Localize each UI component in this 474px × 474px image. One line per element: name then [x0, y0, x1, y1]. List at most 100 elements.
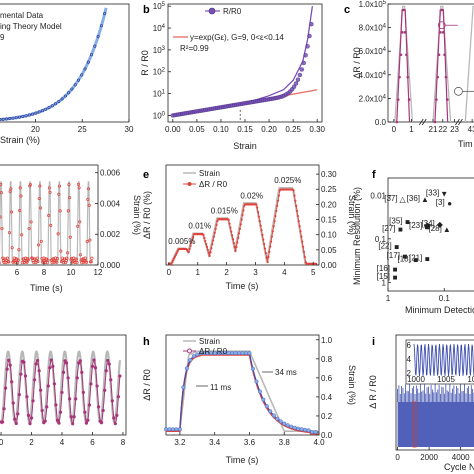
panel-e-step-label: 0.025%	[274, 176, 301, 185]
panel-d-response-point	[25, 260, 29, 264]
panel-d-response-point	[28, 182, 32, 187]
panel-g-response-point	[78, 359, 82, 363]
panel-c-xlabel: Tim	[458, 139, 473, 149]
panel-g-response-point	[109, 378, 113, 382]
panel-g-response-point	[57, 421, 61, 425]
panel-f-xtick-label: 0.1	[439, 294, 451, 303]
panel-h-response-point	[233, 351, 238, 356]
panel-f-point-label: [27]	[382, 224, 395, 233]
panel-h-response-point	[257, 389, 262, 394]
panel-b-label: b	[143, 4, 150, 16]
panel-g-response-point	[55, 418, 60, 422]
panel-g-response-point	[118, 374, 122, 378]
panel-c-response-point	[402, 8, 405, 12]
panel-d-response-point	[10, 246, 14, 250]
panel-e-response-point	[295, 209, 299, 213]
panel-c-ytick-label: 8.0x104	[359, 24, 387, 33]
panel-d-response-point	[28, 184, 32, 188]
panel-d: 6 8 10 12 0.000 0.002 0.004 0.006 Time (s) Str…	[0, 164, 142, 293]
panel-f-point-marker: ▼	[440, 189, 448, 198]
panel-h-ytick-label: 0.8	[321, 355, 333, 364]
panel-g-response-point	[115, 413, 119, 417]
panel-e-response-point	[187, 250, 190, 253]
panel-d-response-point	[74, 257, 78, 261]
panel-h-response-point	[243, 351, 248, 356]
panel-e-xtick-label: 4	[282, 268, 287, 277]
panel-d-ylabel: Strain (%)	[132, 195, 142, 235]
panel-e-ytick-label: 0.20	[321, 200, 337, 209]
panel-h-response-point	[226, 351, 231, 356]
panel-a-data-point	[57, 99, 61, 104]
panel-e-response-point	[301, 240, 304, 243]
panel-g-response-point	[93, 366, 98, 370]
panel-h-response-point	[170, 427, 175, 432]
panel-h-response-point	[184, 366, 189, 371]
panel-e-response-point	[170, 262, 173, 265]
panel-g-response-point	[84, 421, 88, 425]
panel-e-response-point	[274, 214, 277, 218]
panel-g-response-point	[101, 408, 105, 413]
panel-a-data-point	[21, 114, 25, 119]
panel-e-response-point	[173, 255, 177, 258]
panel-d-response-point	[7, 260, 11, 264]
panel-h-fit-line	[166, 354, 319, 435]
panel-a-data-point	[1, 117, 5, 121]
panel-d-response-point	[51, 257, 55, 261]
panel-e-response-point	[211, 243, 214, 246]
panel-a-data-point	[80, 73, 84, 77]
panel-f-point-label: [18]	[397, 255, 410, 264]
panel-d-response-point	[73, 260, 77, 265]
panel-d-response-point	[87, 203, 91, 207]
panel-d-response-point	[46, 258, 50, 262]
panel-e-response-point	[266, 260, 269, 264]
panel-e-response-point	[263, 247, 267, 250]
panel-d-response-point	[88, 238, 92, 242]
panel-e-response-point	[212, 235, 216, 238]
panel-e-response-point	[277, 194, 280, 197]
panel-g-response-point	[90, 364, 95, 368]
panel-e-response-point	[215, 223, 218, 227]
panel-d-response-point	[59, 249, 63, 253]
panel-d-xtick-label: 12	[94, 268, 103, 277]
panel-h-response-point	[264, 404, 269, 409]
panel-d-ytick-label: 0.002	[100, 230, 121, 239]
panel-d-response-point	[32, 260, 36, 265]
panel-g-response-point	[7, 358, 11, 362]
panel-d-response-point	[67, 183, 71, 187]
panel-b-xtick-label: 0.10	[213, 125, 229, 134]
panel-g-response-point	[5, 367, 9, 371]
panel-e-xticks: 0 1 2 3 4 5	[167, 262, 316, 277]
panel-h-ann-34ms: 34 ms	[275, 368, 297, 377]
panel-e-response-point	[265, 256, 268, 259]
panel-h-ytick-label: 0.4	[321, 393, 333, 402]
panel-g-response-point	[110, 399, 114, 403]
panel-f-point-marker: ■	[405, 218, 410, 227]
panel-g-xtick-label: 4	[60, 438, 65, 447]
panel-a-xtick-label: 30	[125, 125, 134, 134]
panel-h-label: h	[143, 336, 150, 348]
panel-f-point-label: [35]	[389, 217, 402, 226]
panel-a-data-point	[73, 83, 77, 87]
panel-g-plot	[0, 350, 122, 426]
panel-c-response-point	[440, 8, 444, 12]
panel-a-data-point	[14, 116, 18, 120]
panel-c-xtick-label: 23	[450, 125, 459, 134]
panel-d-response-point	[37, 196, 41, 201]
panel-e-step-label: 0.01%	[188, 222, 211, 231]
panel-b-legend-2: y=exp(Gε), G=9, 0<ε<0.14	[190, 33, 284, 42]
panel-e-legend-1: Strain	[199, 169, 220, 178]
panel-f-point-marker: ●	[447, 199, 452, 208]
panel-e-response-point	[298, 225, 301, 228]
panel-g-response-point	[112, 416, 116, 420]
panel-d-response-point	[5, 256, 10, 260]
panel-g-response-point	[87, 403, 92, 407]
panel-c-axis-break	[421, 118, 427, 126]
panel-f-point-label: [23]	[409, 221, 422, 230]
panel-f-point-label: [34]	[421, 219, 434, 228]
panel-d-plot	[0, 181, 94, 265]
panel-f-point-label: [36]	[407, 194, 420, 203]
panel-g-response-point	[69, 415, 73, 419]
panel-e-response-point	[189, 244, 192, 248]
panel-b-data-point	[295, 77, 301, 82]
panel-a-data-point	[4, 117, 8, 121]
